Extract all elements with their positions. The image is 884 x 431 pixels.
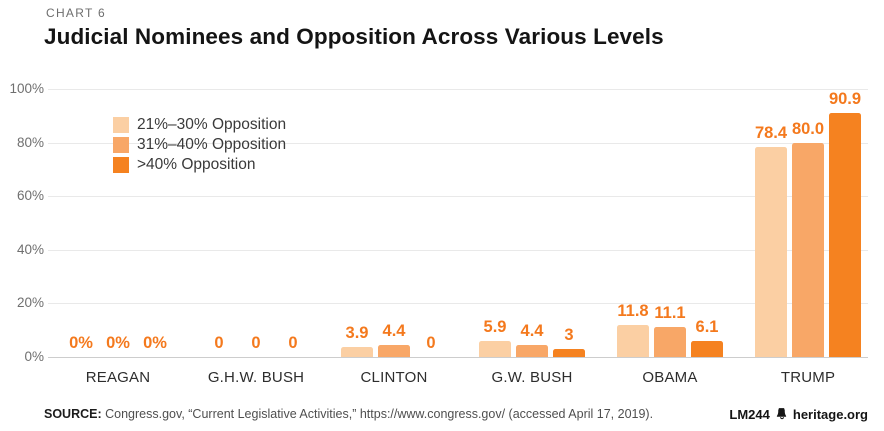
legend-label: 31%–40% Opposition [137,136,287,153]
gridline [48,303,868,305]
bar-obama-s2 [654,327,686,357]
legend-swatch-icon [113,137,129,153]
value-label: 78.4 [754,123,788,142]
brand-domain: heritage.org [792,406,868,422]
value-label: 4.4 [382,322,406,341]
source-text: Congress.gov, “Current Legislative Activ… [101,407,654,421]
source-label: SOURCE: [44,407,102,421]
bar-trump-s2 [792,142,824,357]
bar-obama-s3 [691,340,723,357]
bar-trump-s3 [829,113,861,357]
value-label: 6.1 [695,317,719,336]
category-label-obama: OBAMA [642,369,698,386]
bar-g-w-bush-s1 [479,341,511,357]
category-label-clinton: CLINTON [360,369,428,386]
bar-obama-s1 [617,325,649,357]
legend-label: >40% Opposition [137,156,256,173]
value-label: 4.4 [520,322,544,341]
category-label-g-h-w-bush: G.H.W. BUSH [207,369,305,386]
value-label: 3 [564,325,574,344]
value-label: 0 [288,334,298,352]
category-label-g-w-bush: G.W. BUSH [491,369,573,386]
footer-brand: LM244 heritage.org [729,406,868,422]
value-label: 11.8 [617,302,649,321]
category-label-trump: TRUMP [780,369,836,386]
value-label: 3.9 [345,323,369,342]
legend-item: 21%–30% Opposition [113,115,286,135]
gridline [48,249,868,251]
legend-item: >40% Opposition [113,155,286,175]
y-tick-label: 0% [24,349,44,364]
source-note: SOURCE: Congress.gov, “Current Legislati… [44,407,653,421]
liberty-bell-icon [775,407,788,423]
bar-g-w-bush-s3 [553,348,585,357]
y-tick-label: 60% [16,188,44,204]
y-tick-label: 40% [16,241,44,257]
gridline [48,196,868,198]
legend-swatch-icon [113,117,129,133]
value-label: 0 [251,334,261,352]
value-label: 0 [214,334,224,352]
value-label: 0 [426,334,436,352]
report-code: LM244 [729,406,770,422]
legend-swatch-icon [113,157,129,173]
value-label: 0% [143,334,167,352]
bar-clinton-s1 [341,346,373,357]
legend-item: 31%–40% Opposition [113,135,286,155]
chart-kicker: CHART 6 [46,6,107,20]
chart-legend: 21%–30% Opposition 31%–40% Opposition >40%… [113,115,286,175]
value-label: 80.0 [791,119,825,138]
value-label: 11.1 [654,304,686,323]
bar-clinton-s2 [378,345,410,357]
chart-title: Judicial Nominees and Opposition Across … [44,24,664,49]
gridline [48,89,868,90]
legend-label: 21%–30% Opposition [137,116,287,133]
y-tick-label: 20% [16,295,44,311]
bar-g-w-bush-s2 [516,345,548,357]
value-label: 5.9 [483,318,507,337]
x-axis-line [48,357,868,358]
value-label: 90.9 [828,90,862,109]
category-label-reagan: REAGAN [85,369,151,386]
gridline [48,142,868,144]
bar-trump-s1 [755,146,787,357]
y-tick-label: 80% [16,134,44,150]
value-label: 0% [69,334,93,352]
y-tick-label: 100% [9,81,44,96]
value-label: 0% [106,334,130,352]
